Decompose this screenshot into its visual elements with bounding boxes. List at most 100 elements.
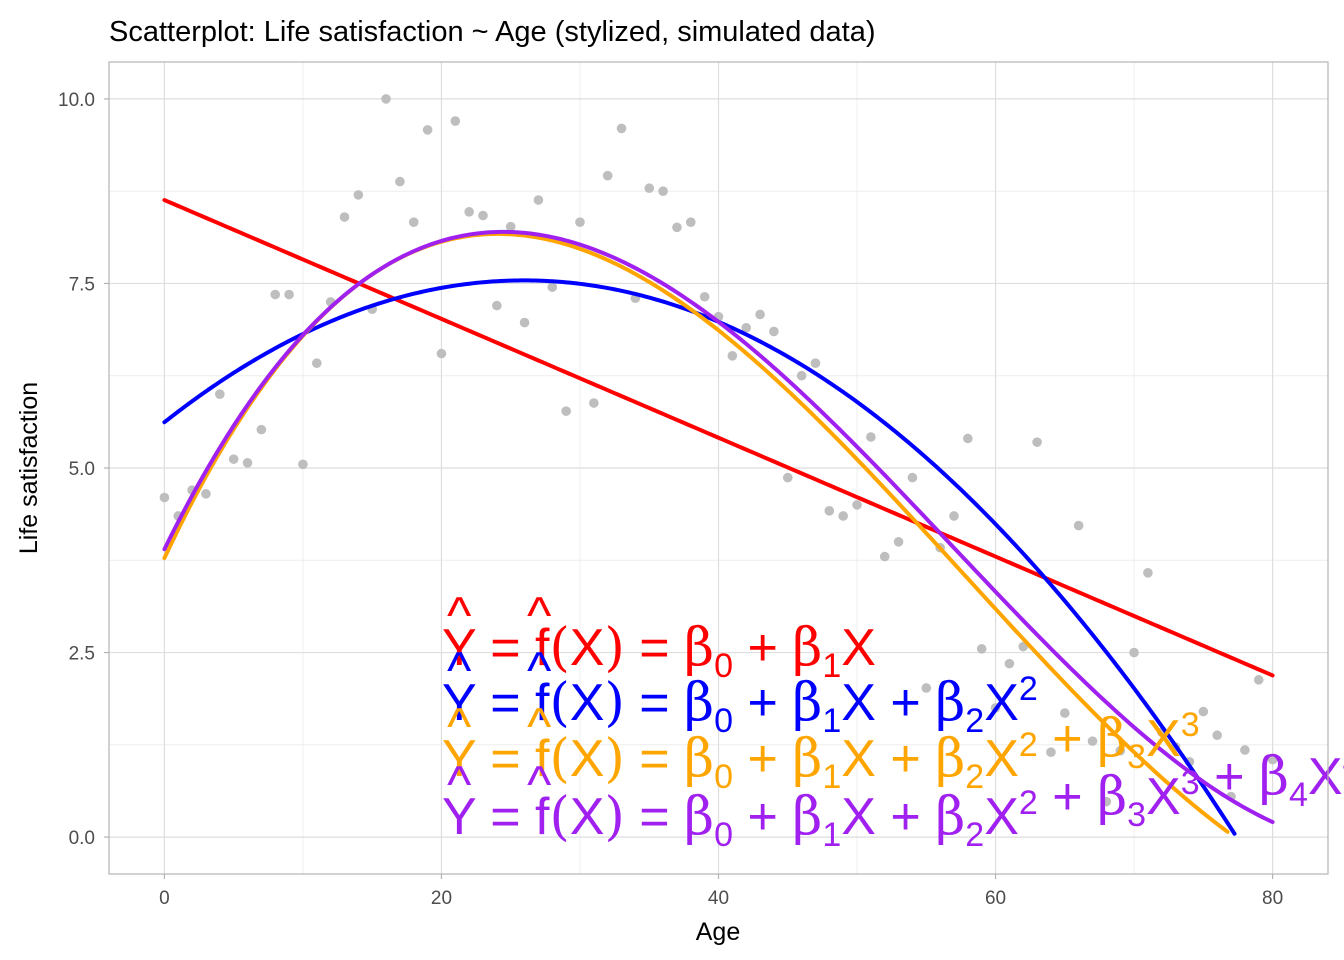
data-point	[450, 116, 461, 126]
data-point	[879, 551, 890, 562]
data-point	[311, 358, 322, 368]
data-point	[284, 289, 294, 300]
y-tick-label: 10.0	[58, 90, 95, 111]
data-point	[727, 350, 738, 361]
data-point	[339, 212, 350, 222]
data-point	[492, 300, 502, 311]
data-point	[505, 221, 516, 232]
data-point	[1198, 706, 1209, 717]
data-point	[699, 291, 710, 302]
data-point	[561, 406, 571, 416]
y-tick-label: 0.0	[69, 828, 95, 849]
x-tick-label: 60	[985, 888, 1006, 909]
x-axis-label: Age	[696, 918, 740, 946]
data-points	[159, 94, 1278, 807]
data-point	[755, 309, 765, 320]
data-point	[1073, 520, 1084, 531]
data-point	[575, 217, 585, 227]
data-point	[395, 176, 405, 187]
data-point	[824, 506, 835, 516]
data-point	[270, 289, 281, 300]
x-tick-label: 80	[1262, 888, 1283, 909]
x-tick-label: 40	[708, 888, 729, 909]
data-point	[519, 317, 530, 328]
data-point	[893, 537, 904, 547]
data-point	[866, 432, 876, 442]
data-point	[672, 222, 682, 233]
data-point	[547, 282, 558, 292]
x-tick-label: 0	[159, 888, 170, 909]
hat-f: ^	[527, 756, 552, 814]
data-point	[616, 123, 627, 134]
data-point	[215, 389, 225, 399]
data-point	[589, 398, 599, 408]
chart-title: Scatterplot: Life satisfaction ~ Age (st…	[109, 16, 875, 48]
data-point	[381, 94, 391, 104]
data-point	[990, 703, 1001, 713]
hat-y: ^	[447, 642, 472, 700]
fit-curves	[162, 198, 1275, 836]
data-point	[464, 207, 474, 217]
data-point	[644, 183, 655, 194]
data-point	[658, 186, 668, 196]
data-point	[533, 195, 544, 205]
data-point	[1115, 745, 1126, 756]
y-tick-label: 2.5	[69, 644, 95, 665]
data-point	[685, 217, 696, 227]
data-point	[1212, 730, 1222, 741]
data-point	[976, 644, 987, 654]
hat-f: ^	[527, 698, 552, 756]
data-point	[1240, 745, 1250, 755]
data-point	[422, 125, 433, 135]
y-tick-label: 7.5	[69, 274, 95, 295]
data-point	[478, 210, 488, 221]
data-point	[201, 489, 211, 499]
data-point	[852, 500, 862, 510]
data-point	[782, 472, 793, 483]
hat-f: ^	[527, 642, 552, 700]
y-tick-label: 5.0	[69, 459, 95, 480]
x-axis-ticks: 0 20 40 60 80	[159, 874, 1283, 909]
data-point	[408, 217, 419, 227]
data-point	[1143, 568, 1153, 578]
equation-degree-3: Y = f(X) = β0 + β1X + β2X2 + β3X3	[442, 706, 1200, 796]
data-point	[810, 358, 821, 368]
data-point	[256, 424, 267, 435]
data-point	[159, 492, 170, 503]
data-point	[298, 459, 308, 470]
data-point	[741, 322, 752, 333]
data-point	[1087, 736, 1098, 746]
x-tick-label: 20	[431, 888, 452, 909]
hat-y: ^	[447, 698, 472, 756]
data-point	[1060, 708, 1070, 718]
data-point	[907, 472, 918, 483]
equation-degree-4: Y = f(X) = β0 + β1X + β2X2 + β3X3 + β4X4	[442, 744, 1344, 854]
data-point	[769, 326, 779, 337]
y-axis-ticks: 0.0 2.5 5.0 7.5 10.0	[58, 90, 109, 849]
data-point	[949, 511, 959, 521]
hat-y: ^	[447, 587, 472, 645]
data-point	[796, 370, 807, 381]
data-point	[602, 170, 613, 181]
data-point	[1253, 675, 1264, 685]
data-point	[1046, 747, 1056, 757]
data-point	[353, 190, 364, 200]
data-point	[921, 683, 932, 693]
grid-lines	[109, 62, 1328, 874]
data-point	[838, 511, 848, 521]
data-point	[1032, 437, 1042, 447]
data-point	[963, 433, 973, 444]
equation-degree-1: Y = f(X) = β0 + β1X	[442, 618, 876, 685]
data-point	[228, 454, 239, 464]
data-point	[436, 348, 447, 359]
data-point	[242, 458, 253, 468]
hat-f: ^	[527, 587, 552, 645]
hat-y: ^	[447, 756, 472, 814]
y-axis-label: Life satisfaction	[15, 382, 43, 554]
data-point	[1267, 754, 1278, 765]
data-point	[1129, 647, 1139, 658]
fit-curve-degree-4	[162, 229, 1275, 825]
data-point	[1004, 658, 1015, 669]
equation-annotations: Y = f(X) = β0 + β1X^ ^Y = f(X) = β0 + β1X…	[442, 587, 1344, 854]
